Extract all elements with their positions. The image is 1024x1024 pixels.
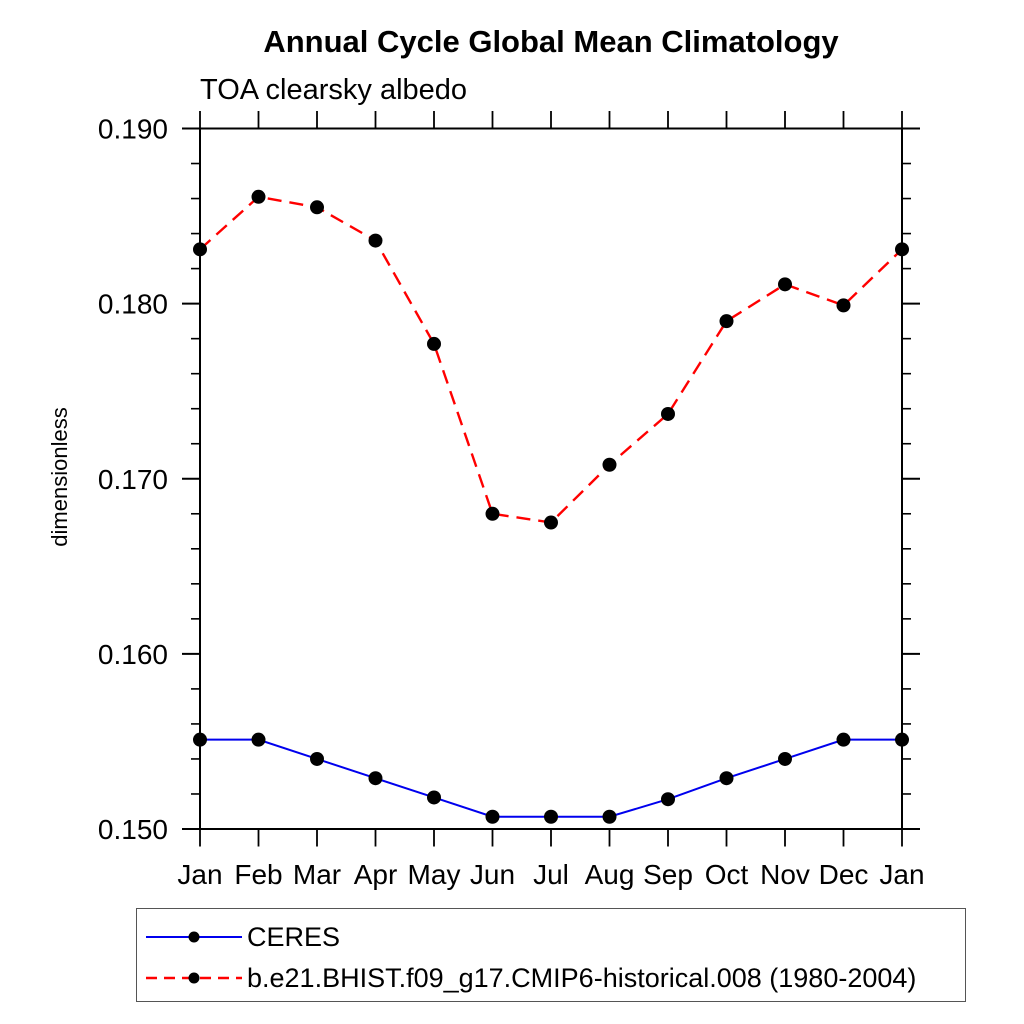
data-point-marker-ceres — [427, 790, 441, 805]
data-point-marker-model — [836, 298, 851, 313]
x-tick-label: Feb — [234, 859, 282, 890]
legend-entry-ceres: CERES — [143, 921, 340, 953]
data-point-marker-model — [310, 200, 324, 215]
y-axis-title: dimensionless — [47, 407, 72, 546]
data-point-marker-ceres — [251, 732, 266, 747]
y-tick-label: 0.160 — [98, 639, 168, 670]
legend-marker-dot-ceres — [188, 931, 200, 943]
data-point-marker-model — [544, 515, 558, 530]
y-tick-label: 0.150 — [98, 814, 168, 845]
x-tick-label: Jan — [879, 859, 924, 890]
x-tick-label: Aug — [585, 859, 635, 890]
data-point-marker-model — [427, 336, 441, 351]
data-point-marker-model — [485, 506, 500, 521]
y-tick-label: 0.170 — [98, 464, 168, 495]
legend-label-model: b.e21.BHIST.f09_g17.CMIP6-historical.008… — [247, 962, 917, 993]
data-point-marker-ceres — [368, 771, 383, 786]
x-tick-label: Jun — [470, 859, 515, 890]
data-point-marker-ceres — [544, 809, 558, 824]
data-point-marker-model — [719, 314, 734, 329]
data-point-marker-ceres — [661, 792, 675, 807]
legend-box: CERES b.e21.BHIST.f09_g17.CMIP6-historic… — [136, 908, 966, 1002]
x-tick-label: Jan — [177, 859, 222, 890]
series-line-model — [199, 195, 903, 524]
data-point-marker-model — [368, 233, 383, 248]
legend-label-ceres: CERES — [247, 921, 341, 952]
data-point-marker-model — [661, 406, 675, 421]
chart-title: Annual Cycle Global Mean Climatology — [263, 24, 839, 59]
data-point-marker-ceres — [778, 751, 792, 766]
series-line-ceres — [200, 738, 902, 818]
x-tick-label: May — [408, 859, 461, 890]
plot-frame — [199, 127, 903, 830]
data-point-marker-ceres — [719, 771, 734, 786]
x-tick-label: Dec — [819, 859, 869, 890]
chart-subtitle: TOA clearsky albedo — [200, 74, 468, 106]
y-tick-label: 0.190 — [98, 114, 168, 145]
data-point-marker-ceres — [895, 732, 909, 747]
data-point-marker-ceres — [836, 732, 851, 747]
data-point-marker-model — [895, 242, 909, 257]
x-tick-label: Jul — [533, 859, 569, 890]
legend-swatch-model-icon — [146, 972, 242, 984]
data-point-marker-model — [251, 189, 266, 204]
x-tick-label: Nov — [760, 859, 810, 890]
data-point-marker-ceres — [485, 809, 500, 824]
legend-marker-dot-model — [188, 972, 200, 984]
data-point-marker-ceres — [310, 751, 324, 766]
y-tick-label: 0.180 — [98, 289, 168, 320]
data-point-marker-model — [778, 277, 792, 292]
data-point-marker-model — [193, 242, 207, 257]
data-point-marker-ceres — [193, 732, 207, 747]
x-tick-label: Sep — [643, 859, 693, 890]
legend-swatch-ceres-icon — [146, 931, 242, 943]
x-tick-label: Oct — [705, 859, 749, 890]
data-point-marker-ceres — [602, 809, 617, 824]
x-tick-label: Apr — [354, 859, 398, 890]
x-tick-label: Mar — [293, 859, 341, 890]
legend-entry-model: b.e21.BHIST.f09_g17.CMIP6-historical.008… — [143, 962, 916, 994]
data-point-marker-model — [602, 457, 617, 472]
